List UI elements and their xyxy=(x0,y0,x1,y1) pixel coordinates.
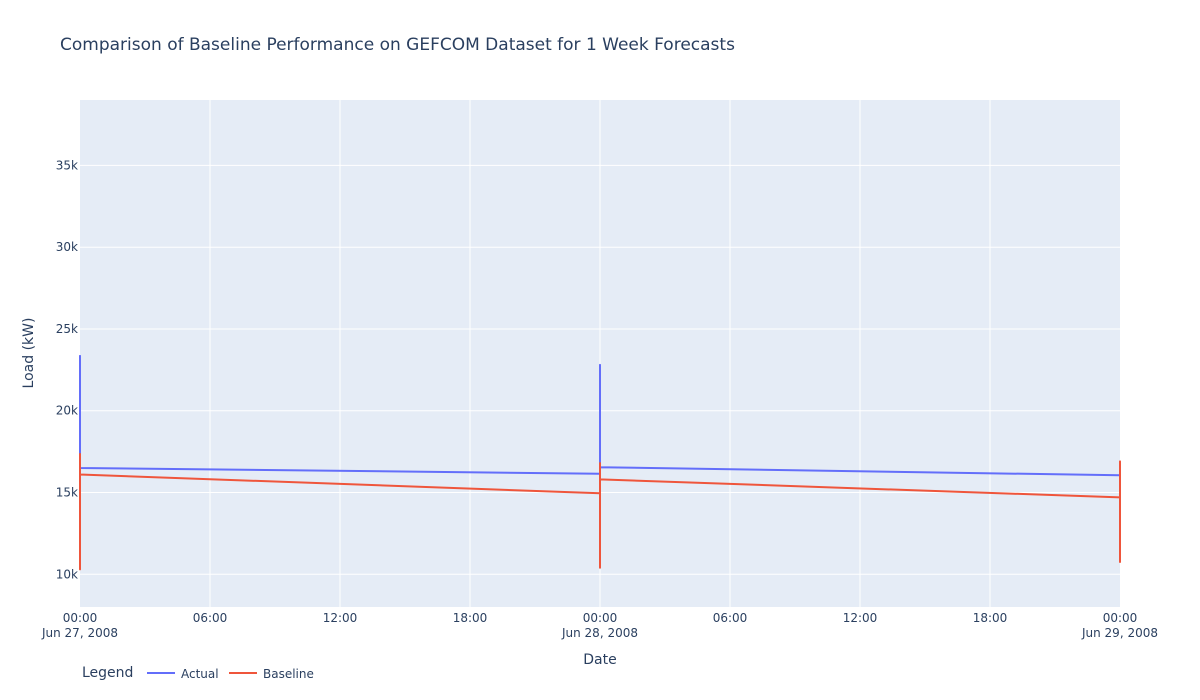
series-layer xyxy=(79,355,1121,571)
legend-label: Baseline xyxy=(263,667,314,681)
x-tick-date-label: Jun 27, 2008 xyxy=(41,626,118,640)
x-tick-date-label: Jun 28, 2008 xyxy=(561,626,638,640)
y-axis-title: Load (kW) xyxy=(21,318,37,389)
x-tick-label: 06:00 xyxy=(713,611,748,625)
y-tick-label: 10k xyxy=(56,567,78,581)
chart-title: Comparison of Baseline Performance on GE… xyxy=(60,35,735,55)
legend-title: Legend xyxy=(82,665,133,681)
y-tick-label: 20k xyxy=(56,404,78,418)
y-tick-label: 30k xyxy=(56,240,78,254)
x-tick-label: 12:00 xyxy=(843,611,878,625)
x-axis-title: Date xyxy=(583,652,616,668)
x-tick-label: 00:00 xyxy=(583,611,618,625)
x-tick-date-label: Jun 29, 2008 xyxy=(1081,626,1158,640)
y-tick-label: 25k xyxy=(56,322,78,336)
series-line-actual xyxy=(79,355,1121,477)
x-tick-label: 00:00 xyxy=(63,611,98,625)
y-tick-label: 15k xyxy=(56,486,78,500)
legend: Legend Actual Baseline xyxy=(82,665,314,681)
legend-item-baseline[interactable]: Baseline xyxy=(229,667,314,681)
x-tick-label: 06:00 xyxy=(193,611,228,625)
x-tick-label: 18:00 xyxy=(453,611,488,625)
legend-item-actual[interactable]: Actual xyxy=(147,667,219,681)
series-line-baseline xyxy=(79,453,1121,571)
x-tick-label: 18:00 xyxy=(973,611,1008,625)
legend-label: Actual xyxy=(181,667,219,681)
y-tick-labels: 10k 15k 20k 25k 30k 35k xyxy=(56,158,78,581)
x-tick-label: 00:00 xyxy=(1103,611,1138,625)
x-tick-label: 12:00 xyxy=(323,611,358,625)
y-tick-label: 35k xyxy=(56,158,78,172)
